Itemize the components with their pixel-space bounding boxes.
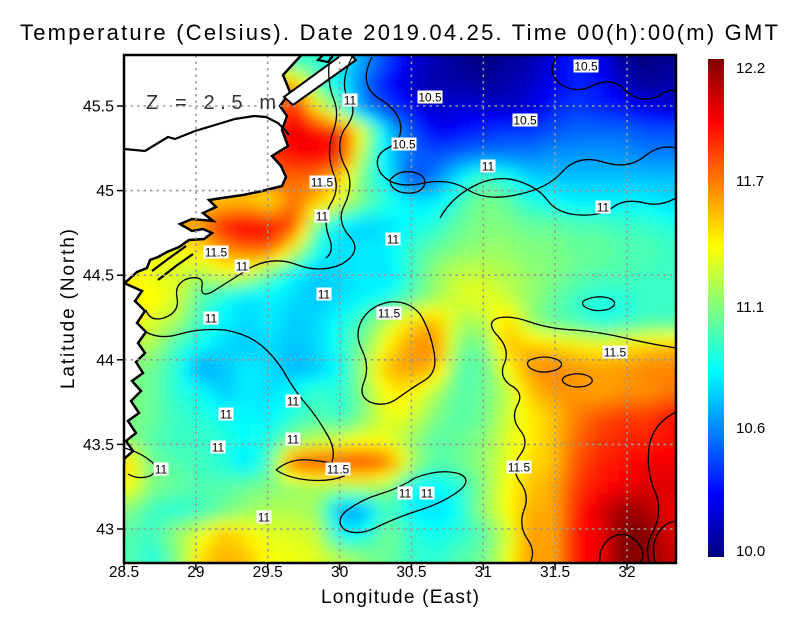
svg-text:11: 11 — [421, 487, 434, 501]
svg-text:11: 11 — [212, 441, 225, 455]
svg-text:44: 44 — [96, 352, 114, 369]
svg-text:29: 29 — [187, 564, 204, 581]
svg-text:43.5: 43.5 — [83, 437, 114, 454]
svg-text:11: 11 — [155, 463, 168, 477]
svg-text:11: 11 — [287, 433, 300, 447]
svg-text:29.5: 29.5 — [253, 564, 283, 581]
svg-text:45: 45 — [96, 183, 114, 200]
svg-text:45.5: 45.5 — [83, 99, 114, 116]
svg-text:11: 11 — [287, 395, 300, 409]
svg-text:12.2: 12.2 — [736, 60, 765, 77]
svg-text:31.5: 31.5 — [540, 564, 570, 581]
svg-text:11: 11 — [205, 312, 218, 326]
svg-text:11.1: 11.1 — [736, 299, 764, 316]
svg-text:31: 31 — [475, 564, 492, 581]
svg-text:10.5: 10.5 — [418, 91, 442, 105]
svg-text:11.5: 11.5 — [311, 176, 334, 190]
svg-text:11.5: 11.5 — [604, 346, 627, 360]
svg-text:10.0: 10.0 — [736, 543, 765, 560]
svg-text:11: 11 — [220, 408, 233, 422]
svg-text:28.5: 28.5 — [109, 564, 139, 581]
svg-text:11: 11 — [344, 94, 357, 108]
svg-text:10.5: 10.5 — [574, 60, 598, 74]
svg-text:30: 30 — [331, 564, 349, 581]
svg-text:Temperature (Celsius). Date 20: Temperature (Celsius). Date 2019.04.25. … — [20, 20, 778, 45]
svg-text:11.5: 11.5 — [327, 463, 350, 477]
svg-text:10.5: 10.5 — [392, 138, 416, 152]
svg-text:44.5: 44.5 — [83, 268, 114, 285]
svg-text:30.5: 30.5 — [396, 564, 426, 581]
svg-text:Latitude (North): Latitude (North) — [58, 229, 79, 389]
svg-text:Longitude (East): Longitude (East) — [321, 587, 479, 608]
svg-text:32: 32 — [618, 564, 635, 581]
svg-text:11: 11 — [399, 487, 412, 501]
svg-text:11: 11 — [236, 260, 249, 274]
svg-text:11: 11 — [482, 160, 495, 174]
svg-text:11.5: 11.5 — [508, 461, 531, 475]
svg-text:11: 11 — [387, 233, 400, 247]
svg-text:11.7: 11.7 — [736, 173, 764, 190]
svg-text:11: 11 — [318, 288, 331, 302]
svg-text:11: 11 — [258, 511, 271, 525]
svg-text:11: 11 — [316, 210, 329, 224]
svg-text:11.5: 11.5 — [205, 246, 228, 260]
svg-text:10.6: 10.6 — [736, 420, 765, 437]
svg-text:11.5: 11.5 — [378, 307, 401, 321]
svg-text:43: 43 — [96, 522, 114, 539]
svg-text:11: 11 — [597, 201, 610, 215]
svg-text:10.5: 10.5 — [513, 114, 537, 128]
